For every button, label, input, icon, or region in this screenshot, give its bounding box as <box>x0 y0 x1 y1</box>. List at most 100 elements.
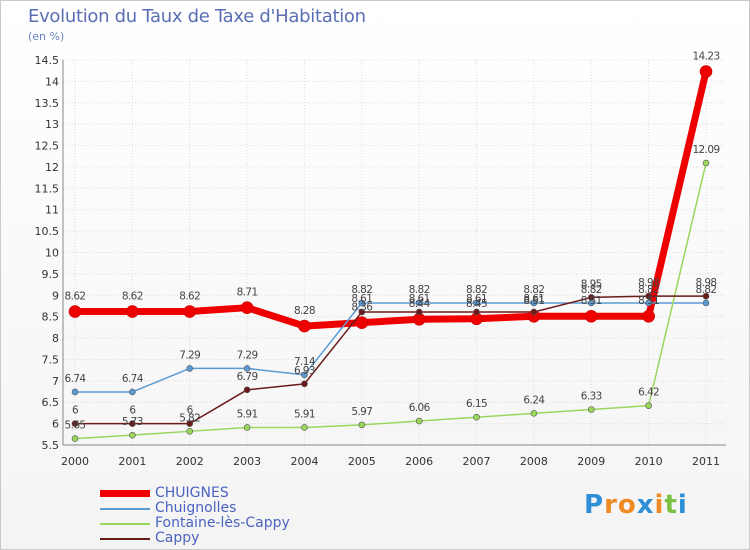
data-label: 8.82 <box>523 284 544 296</box>
data-point <box>645 402 652 409</box>
data-point <box>71 420 79 427</box>
y-tick-label: 7.5 <box>42 353 60 366</box>
data-point <box>240 301 254 314</box>
data-point <box>530 308 538 316</box>
data-label: 5.91 <box>237 408 258 420</box>
data-point <box>473 308 480 316</box>
logo-letter: x <box>636 490 655 520</box>
data-label: 6.74 <box>122 373 144 385</box>
data-label: 8.28 <box>294 305 315 317</box>
data-label: 8.61 <box>466 293 487 305</box>
data-point <box>645 292 652 300</box>
data-label: 8.45 <box>466 298 487 310</box>
legend-swatch <box>100 490 150 497</box>
data-label: 8.44 <box>409 298 431 310</box>
logo-letter: i <box>654 490 665 520</box>
data-point <box>186 365 194 372</box>
data-label: 8.82 <box>409 284 430 296</box>
data-label: 14.23 <box>692 51 719 63</box>
data-point <box>530 410 538 417</box>
y-tick-label: 10.5 <box>35 225 60 238</box>
data-point <box>68 305 82 318</box>
data-point <box>473 299 480 307</box>
data-label: 8.61 <box>351 293 372 305</box>
data-point <box>129 431 136 439</box>
data-point <box>71 435 79 442</box>
x-tick-label: 2000 <box>61 455 89 468</box>
legend-swatch <box>100 507 150 510</box>
data-point <box>298 319 311 333</box>
legend-label: CHUIGNES <box>155 485 229 501</box>
data-label: 6.42 <box>638 387 659 399</box>
data-point <box>358 421 366 429</box>
data-label: 5.82 <box>179 412 200 424</box>
data-label: 8.82 <box>638 284 659 296</box>
data-point <box>301 424 308 431</box>
x-tick-label: 2002 <box>176 455 204 468</box>
data-point <box>243 365 251 372</box>
data-point <box>702 159 710 167</box>
data-label: 8.95 <box>581 278 602 290</box>
y-tick-label: 7 <box>52 375 59 388</box>
data-label: 6.33 <box>581 390 602 402</box>
x-tick-label: 2007 <box>463 455 491 468</box>
logo-letter: P <box>584 490 605 520</box>
data-label: 8.61 <box>409 293 430 305</box>
data-point <box>186 420 194 427</box>
data-point <box>584 309 598 323</box>
data-label: 8.98 <box>696 277 717 289</box>
data-point <box>530 299 538 307</box>
data-point <box>415 308 423 316</box>
logo-letter: i <box>677 490 688 520</box>
data-point <box>702 292 710 300</box>
data-point <box>126 305 139 318</box>
data-label: 8.51 <box>523 295 544 307</box>
x-tick-label: 2009 <box>577 455 605 468</box>
data-label: 5.65 <box>65 420 86 432</box>
data-point <box>473 413 480 421</box>
data-label: 8.62 <box>122 291 143 303</box>
data-label: 12.09 <box>692 144 719 156</box>
data-point <box>358 308 366 316</box>
y-tick-label: 12 <box>45 161 59 174</box>
data-point <box>702 299 710 307</box>
data-point <box>355 316 369 329</box>
y-tick-label: 12.5 <box>35 140 60 153</box>
data-label: 7.14 <box>294 356 316 368</box>
series-line-chuignolles <box>74 302 707 393</box>
y-tick-label: 6.5 <box>42 396 60 409</box>
data-label: 8.62 <box>65 291 86 303</box>
series-line-chuignes <box>71 68 710 330</box>
data-label: 8.36 <box>351 302 373 314</box>
data-label: 7.29 <box>179 349 200 361</box>
data-point <box>587 406 595 413</box>
y-tick-label: 10 <box>45 247 59 260</box>
data-label: 8.51 <box>638 295 659 307</box>
y-tick-label: 9 <box>52 289 59 302</box>
data-point <box>699 65 713 78</box>
data-label: 8.61 <box>523 293 544 305</box>
y-tick-label: 14.5 <box>35 54 60 67</box>
data-label: 6 <box>72 405 79 417</box>
data-label: 6 <box>129 405 136 417</box>
y-tick-label: 5.5 <box>42 439 60 452</box>
logo-letter: r <box>604 490 618 520</box>
y-tick-label: 11 <box>45 204 59 217</box>
data-point <box>358 299 366 307</box>
x-tick-label: 2008 <box>520 455 548 468</box>
x-tick-label: 2005 <box>348 455 376 468</box>
data-label: 6.74 <box>65 373 87 385</box>
data-label: 8.82 <box>466 284 487 296</box>
x-tick-label: 2006 <box>405 455 433 468</box>
y-tick-label: 13 <box>45 118 59 131</box>
chart-title: Evolution du Taux de Taxe d'Habitation <box>28 6 366 27</box>
chart-subtitle: (en %) <box>28 30 65 43</box>
data-label: 8.51 <box>581 295 602 307</box>
y-tick-label: 13.5 <box>35 97 60 110</box>
data-point <box>301 371 308 379</box>
logo-letter: o <box>617 490 637 520</box>
data-point <box>415 299 423 307</box>
data-label: 6 <box>187 405 194 417</box>
